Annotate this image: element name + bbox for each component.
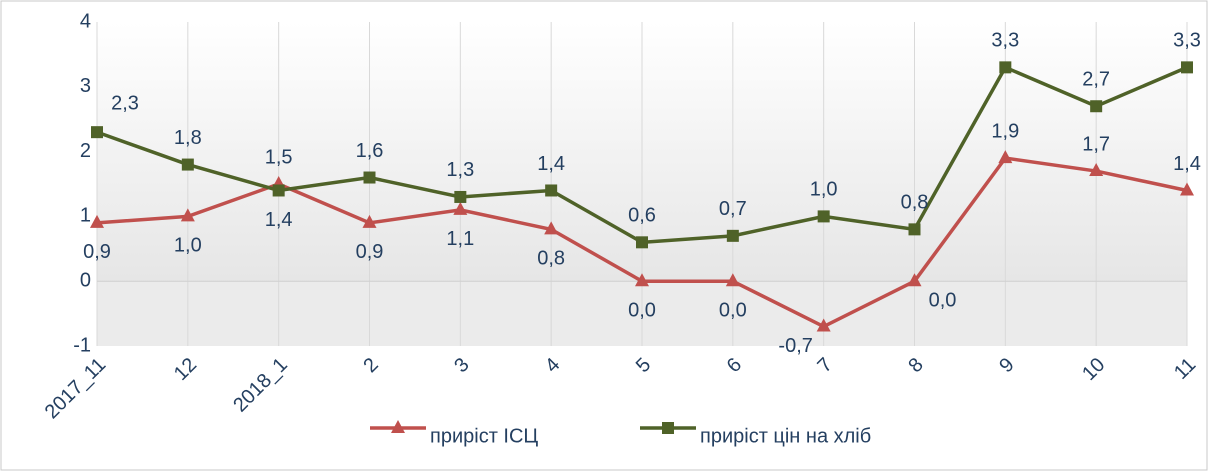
marker bbox=[454, 190, 467, 203]
data-label: 2,3 bbox=[111, 92, 139, 114]
marker bbox=[726, 229, 739, 242]
marker bbox=[362, 214, 377, 228]
data-label: 1,9 bbox=[991, 120, 1019, 142]
marker bbox=[272, 184, 285, 197]
marker bbox=[363, 171, 376, 184]
marker bbox=[817, 210, 830, 223]
data-label: 0,0 bbox=[719, 299, 747, 321]
legend-marker bbox=[391, 420, 405, 433]
legend-label: приріст ІСЦ bbox=[430, 425, 538, 447]
y-tick-label: 1 bbox=[80, 205, 91, 227]
data-label: 0,0 bbox=[628, 299, 656, 321]
data-label: 1,5 bbox=[265, 146, 293, 168]
data-label: 0,9 bbox=[83, 241, 111, 263]
data-label: 1,0 bbox=[810, 179, 838, 201]
legend-marker bbox=[662, 422, 674, 434]
data-label: 1,8 bbox=[174, 127, 202, 149]
marker bbox=[999, 61, 1012, 74]
data-label: 0,6 bbox=[628, 205, 656, 227]
data-label: 0,9 bbox=[356, 241, 384, 263]
data-label: 0,7 bbox=[719, 198, 747, 220]
data-label: 0,8 bbox=[537, 248, 565, 270]
marker bbox=[180, 208, 195, 222]
legend-label: приріст цін на хліб bbox=[700, 425, 871, 447]
marker bbox=[1089, 163, 1104, 177]
marker bbox=[1181, 61, 1193, 74]
data-label: 1,6 bbox=[356, 140, 384, 162]
data-label: 1,1 bbox=[446, 228, 474, 250]
marker bbox=[181, 158, 194, 171]
y-tick-label: 4 bbox=[80, 10, 91, 32]
marker bbox=[545, 184, 558, 197]
marker bbox=[998, 150, 1013, 164]
marker bbox=[907, 273, 922, 287]
data-label: 1,7 bbox=[1082, 133, 1110, 155]
y-tick-label: 2 bbox=[80, 140, 91, 162]
data-label: 1,3 bbox=[446, 159, 474, 181]
marker bbox=[636, 236, 648, 249]
marker bbox=[725, 273, 740, 287]
marker bbox=[453, 201, 468, 215]
data-label: 1,4 bbox=[537, 153, 565, 175]
data-label: 1,4 bbox=[265, 209, 293, 231]
marker bbox=[816, 318, 831, 332]
y-tick-label: 3 bbox=[80, 75, 91, 97]
y-tick-label: -1 bbox=[73, 334, 91, 356]
data-label: 1,4 bbox=[1173, 153, 1201, 175]
data-label: -0,7 bbox=[778, 335, 812, 357]
data-label: 1,0 bbox=[174, 235, 202, 257]
y-tick-label: 0 bbox=[80, 269, 91, 291]
marker bbox=[1090, 100, 1103, 113]
marker bbox=[544, 221, 559, 235]
data-label: 0,8 bbox=[901, 192, 929, 214]
data-label: 3,3 bbox=[1173, 30, 1201, 52]
data-label: 0,0 bbox=[929, 289, 957, 311]
marker bbox=[635, 273, 649, 287]
marker bbox=[91, 126, 103, 139]
data-label: 2,7 bbox=[1082, 69, 1110, 91]
marker bbox=[90, 214, 104, 228]
marker bbox=[1180, 182, 1194, 196]
data-label: 3,3 bbox=[991, 30, 1019, 52]
marker bbox=[908, 223, 921, 236]
